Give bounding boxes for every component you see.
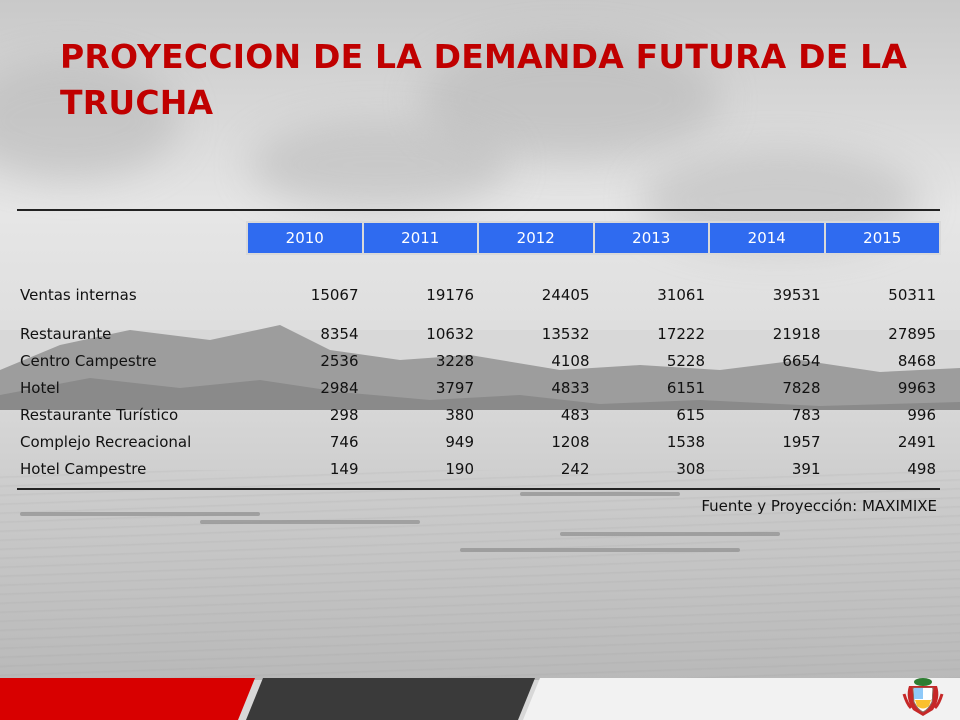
table-cell: 24405 bbox=[541, 285, 590, 304]
table-cell: 39531 bbox=[772, 285, 821, 304]
cloud bbox=[250, 120, 510, 210]
fish-pen bbox=[200, 520, 420, 524]
table-cell: 8468 bbox=[897, 351, 936, 370]
table-cell: 996 bbox=[907, 405, 936, 424]
table-cell: 298 bbox=[329, 405, 359, 424]
table-cell: 498 bbox=[907, 459, 936, 478]
table-cell: 391 bbox=[791, 459, 821, 478]
table-cell: 190 bbox=[445, 459, 474, 478]
table-cell: 21918 bbox=[772, 324, 821, 343]
table-cell: 4833 bbox=[551, 378, 590, 397]
fish-pen bbox=[560, 532, 780, 536]
cloud bbox=[420, 40, 720, 160]
table-row: Centro Campestre 2536 3228 4108 5228 665… bbox=[17, 347, 940, 374]
table-cell: 483 bbox=[560, 405, 590, 424]
lake bbox=[0, 410, 960, 680]
fish-pen bbox=[460, 548, 740, 552]
row-label: Restaurante bbox=[20, 324, 112, 343]
table-cell: 949 bbox=[445, 432, 474, 451]
row-label: Ventas internas bbox=[20, 285, 137, 304]
table-cell: 17222 bbox=[657, 324, 705, 343]
table-cell: 2984 bbox=[320, 378, 359, 397]
table-cell: 5228 bbox=[666, 351, 705, 370]
table-cell: 308 bbox=[676, 459, 705, 478]
table-cell: 746 bbox=[329, 432, 359, 451]
table-cell: 2491 bbox=[897, 432, 936, 451]
year-header: 2012 bbox=[477, 221, 595, 255]
table-cell: 4108 bbox=[551, 351, 590, 370]
row-label: Hotel Campestre bbox=[20, 459, 147, 478]
table-cell: 242 bbox=[560, 459, 590, 478]
table-cell: 783 bbox=[791, 405, 821, 424]
year-header: 2011 bbox=[361, 221, 479, 255]
table-cell: 1538 bbox=[666, 432, 705, 451]
demand-table: 2010 2011 2012 2013 2014 2015 Ventas int… bbox=[17, 209, 941, 490]
source-note: Fuente y Proyección: MAXIMIXE bbox=[701, 497, 937, 515]
table-cell: 3228 bbox=[435, 351, 474, 370]
table-cell: 8354 bbox=[320, 324, 359, 343]
table-cell: 1957 bbox=[782, 432, 821, 451]
table-cell: 19176 bbox=[426, 285, 474, 304]
table-row-total: Ventas internas 15067 19176 24405 31061 … bbox=[17, 281, 940, 308]
table-row: Restaurante Turístico 298 380 483 615 78… bbox=[17, 401, 940, 428]
row-label: Restaurante Turístico bbox=[20, 405, 179, 424]
row-label: Centro Campestre bbox=[20, 351, 157, 370]
fish-pen bbox=[20, 512, 260, 516]
table-row: Complejo Recreacional 746 949 1208 1538 … bbox=[17, 428, 940, 455]
table-cell: 380 bbox=[445, 405, 474, 424]
table-cell: 2536 bbox=[320, 351, 359, 370]
peru-coat-of-arms-icon bbox=[902, 678, 944, 716]
table-cell: 6654 bbox=[782, 351, 821, 370]
year-header: 2010 bbox=[246, 221, 364, 255]
table-cell: 10632 bbox=[426, 324, 474, 343]
year-header: 2014 bbox=[708, 221, 826, 255]
year-header: 2013 bbox=[592, 221, 710, 255]
table-cell: 27895 bbox=[888, 324, 936, 343]
table-cell: 7828 bbox=[782, 378, 821, 397]
table-cell: 615 bbox=[676, 405, 705, 424]
table-cell: 6151 bbox=[666, 378, 705, 397]
table-row: Hotel Campestre 149 190 242 308 391 498 bbox=[17, 455, 940, 482]
row-label: Complejo Recreacional bbox=[20, 432, 192, 451]
cloud bbox=[0, 60, 180, 180]
lake-ripples bbox=[0, 470, 960, 680]
table-cell: 31061 bbox=[657, 285, 705, 304]
table-row: Restaurante 8354 10632 13532 17222 21918… bbox=[17, 320, 940, 347]
table-cell: 13532 bbox=[541, 324, 590, 343]
footer-band bbox=[0, 678, 960, 720]
table-cell: 50311 bbox=[888, 285, 936, 304]
table-cell: 3797 bbox=[435, 378, 474, 397]
table-cell: 1208 bbox=[551, 432, 590, 451]
table-cell: 15067 bbox=[310, 285, 359, 304]
year-header: 2015 bbox=[823, 221, 941, 255]
page-title: PROYECCION DE LA DEMANDA FUTURA DE LA TR… bbox=[60, 37, 908, 122]
year-header-row: 2010 2011 2012 2013 2014 2015 bbox=[17, 221, 941, 255]
table-cell: 149 bbox=[329, 459, 359, 478]
row-label: Hotel bbox=[20, 378, 60, 397]
table-row: Hotel 2984 3797 4833 6151 7828 9963 bbox=[17, 374, 940, 401]
table-cell: 9963 bbox=[897, 378, 936, 397]
fish-pen bbox=[520, 492, 680, 496]
